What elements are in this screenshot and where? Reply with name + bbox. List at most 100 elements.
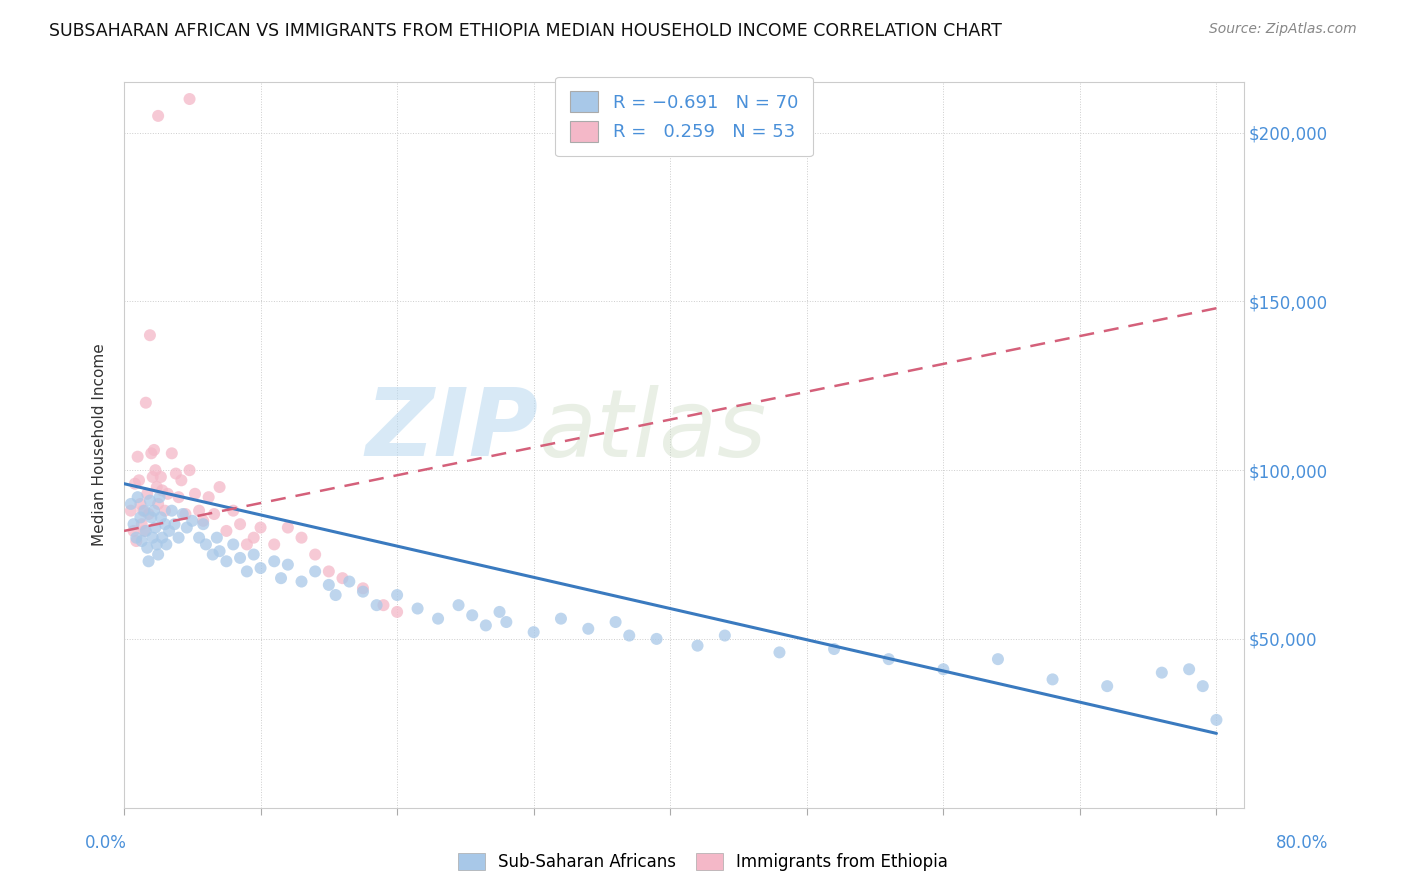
Point xyxy=(149,470,172,484)
Point xyxy=(153,504,176,518)
Point xyxy=(1042,673,1064,687)
Point xyxy=(215,524,238,538)
Point xyxy=(229,550,252,565)
Legend: R = −0.691   N = 70, R =   0.259   N = 53: R = −0.691 N = 70, R = 0.259 N = 53 xyxy=(555,77,813,156)
Point xyxy=(146,480,169,494)
Point xyxy=(197,490,219,504)
Point xyxy=(208,480,231,494)
Point xyxy=(131,517,153,532)
Point xyxy=(332,571,354,585)
Point xyxy=(277,558,299,572)
Text: 80.0%: 80.0% xyxy=(1275,834,1329,852)
Point xyxy=(877,652,900,666)
Point xyxy=(249,561,271,575)
Point xyxy=(823,642,845,657)
Point xyxy=(146,548,169,562)
Point xyxy=(134,504,156,518)
Point xyxy=(135,524,157,538)
Point xyxy=(406,601,429,615)
Point xyxy=(576,622,599,636)
Point xyxy=(290,574,312,589)
Point xyxy=(142,470,165,484)
Point xyxy=(150,483,173,498)
Point xyxy=(132,504,155,518)
Point xyxy=(194,537,217,551)
Point xyxy=(1150,665,1173,680)
Point xyxy=(385,605,408,619)
Point xyxy=(167,490,190,504)
Point xyxy=(136,487,159,501)
Point xyxy=(202,507,225,521)
Point xyxy=(337,574,360,589)
Point xyxy=(987,652,1010,666)
Legend: Sub-Saharan Africans, Immigrants from Ethiopia: Sub-Saharan Africans, Immigrants from Et… xyxy=(450,845,956,880)
Point xyxy=(768,645,790,659)
Text: SUBSAHARAN AFRICAN VS IMMIGRANTS FROM ETHIOPIA MEDIAN HOUSEHOLD INCOME CORRELATI: SUBSAHARAN AFRICAN VS IMMIGRANTS FROM ET… xyxy=(49,22,1002,40)
Point xyxy=(270,571,292,585)
Point xyxy=(150,531,173,545)
Point xyxy=(181,514,204,528)
Point xyxy=(645,632,668,646)
Point xyxy=(242,531,264,545)
Point xyxy=(222,537,245,551)
Point xyxy=(167,531,190,545)
Point xyxy=(163,517,186,532)
Point xyxy=(215,554,238,568)
Point xyxy=(249,520,271,534)
Point xyxy=(236,565,259,579)
Point xyxy=(141,510,163,524)
Point xyxy=(129,510,152,524)
Point xyxy=(318,578,340,592)
Point xyxy=(318,565,340,579)
Point xyxy=(193,514,215,528)
Point xyxy=(160,504,183,518)
Point xyxy=(461,608,484,623)
Point xyxy=(475,618,498,632)
Point xyxy=(170,473,193,487)
Point xyxy=(179,463,201,477)
Point xyxy=(263,537,285,551)
Point xyxy=(427,612,450,626)
Point xyxy=(125,531,148,545)
Point xyxy=(148,490,170,504)
Point xyxy=(134,524,156,538)
Point xyxy=(242,548,264,562)
Point xyxy=(304,565,326,579)
Point xyxy=(277,520,299,534)
Point xyxy=(155,537,177,551)
Text: atlas: atlas xyxy=(538,384,766,475)
Point xyxy=(188,504,211,518)
Point xyxy=(932,662,955,676)
Point xyxy=(605,615,627,629)
Point xyxy=(188,531,211,545)
Point xyxy=(385,588,408,602)
Point xyxy=(145,520,167,534)
Point xyxy=(160,446,183,460)
Point xyxy=(127,450,149,464)
Point xyxy=(205,531,228,545)
Point xyxy=(125,534,148,549)
Point xyxy=(156,487,179,501)
Point xyxy=(131,534,153,549)
Point xyxy=(1178,662,1201,676)
Point xyxy=(153,517,176,532)
Point xyxy=(127,490,149,504)
Point xyxy=(146,497,169,511)
Point xyxy=(550,612,572,626)
Point xyxy=(122,517,145,532)
Point xyxy=(146,537,169,551)
Point xyxy=(129,497,152,511)
Point xyxy=(352,582,374,596)
Point xyxy=(290,531,312,545)
Y-axis label: Median Household Income: Median Household Income xyxy=(93,343,107,546)
Point xyxy=(229,517,252,532)
Point xyxy=(172,507,194,521)
Point xyxy=(523,625,546,640)
Point xyxy=(373,598,395,612)
Point xyxy=(149,510,172,524)
Text: ZIP: ZIP xyxy=(366,384,538,476)
Point xyxy=(304,548,326,562)
Point xyxy=(1205,713,1227,727)
Point xyxy=(174,507,197,521)
Point xyxy=(136,541,159,555)
